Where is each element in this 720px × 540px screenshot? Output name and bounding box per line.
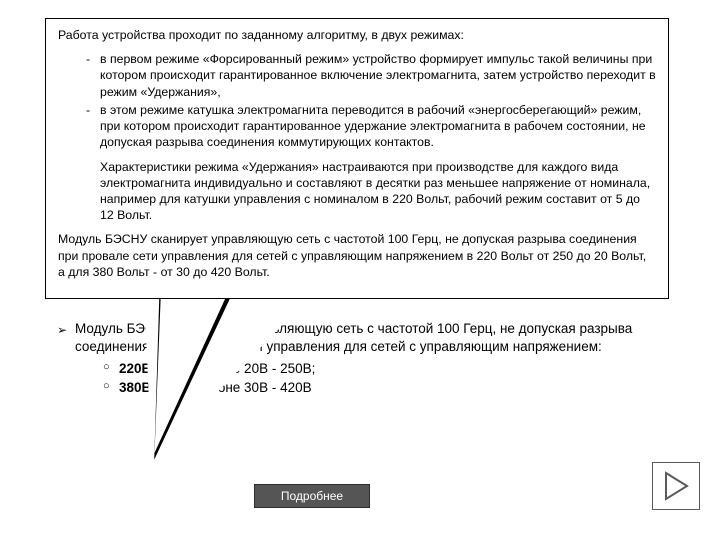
details-button[interactable]: Подробнее — [254, 484, 370, 508]
bullet-arrow-icon: ➢ — [57, 322, 67, 338]
next-button[interactable] — [652, 462, 700, 510]
tooltip-scan: Модуль БЭСНУ сканирует управляющую сеть … — [58, 231, 656, 280]
list-item: в этом режиме катушка электромагнита пер… — [86, 102, 656, 151]
button-label: Подробнее — [281, 489, 343, 503]
play-icon — [663, 471, 689, 501]
tooltip-hold: Характеристики режима «Удержания» настра… — [58, 159, 656, 224]
mode-list: в первом режиме «Форсированный режим» ус… — [58, 51, 656, 150]
detail-tooltip: Работа устройства проходит по заданному … — [45, 18, 669, 299]
list-item: в первом режиме «Форсированный режим» ус… — [86, 51, 656, 100]
tooltip-intro: Работа устройства проходит по заданному … — [58, 27, 656, 43]
